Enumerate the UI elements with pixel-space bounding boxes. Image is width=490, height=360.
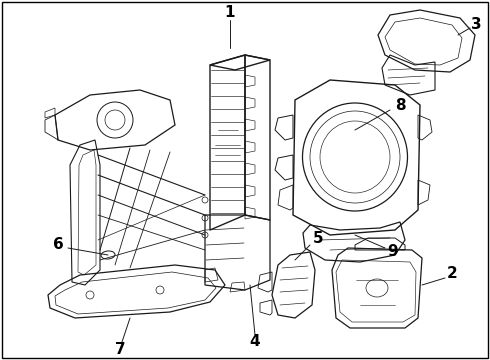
- Text: 4: 4: [250, 334, 260, 350]
- Text: 8: 8: [394, 98, 405, 113]
- Text: 7: 7: [115, 342, 125, 356]
- Text: 2: 2: [446, 266, 457, 282]
- Text: 1: 1: [225, 5, 235, 19]
- Text: 5: 5: [313, 230, 323, 246]
- Text: 9: 9: [388, 244, 398, 260]
- Text: 6: 6: [52, 237, 63, 252]
- Text: 3: 3: [471, 17, 481, 32]
